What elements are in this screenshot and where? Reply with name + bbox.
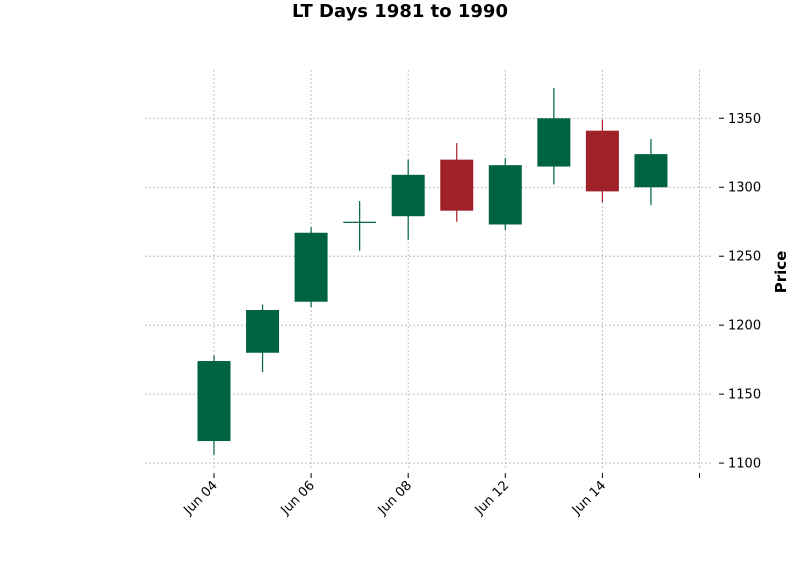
- candle: [294, 227, 328, 308]
- candle-body: [488, 165, 522, 225]
- candle-body: [537, 118, 571, 167]
- candle-body: [634, 154, 668, 188]
- y-tick-label: 1350: [728, 112, 761, 127]
- x-tick-label: Jun 12: [472, 478, 512, 518]
- x-tick-label: Jun 06: [278, 478, 318, 518]
- x-tick-label: Jun 14: [569, 478, 609, 518]
- candle-body: [391, 174, 425, 217]
- y-tick-label: 1200: [728, 319, 761, 334]
- chart-title: LT Days 1981 to 1990: [292, 1, 508, 22]
- candle-body: [197, 361, 231, 442]
- x-tick-label: Jun 04: [181, 478, 221, 518]
- candle-body: [585, 130, 619, 192]
- candle: [488, 158, 522, 230]
- candle-body: [294, 232, 328, 302]
- y-axis: 1100 1150 1200 1250 1300 1350: [719, 112, 761, 472]
- y-tick-label: 1150: [728, 388, 761, 403]
- candle: [391, 159, 425, 240]
- candle: [440, 143, 474, 222]
- candle-body: [246, 310, 280, 353]
- candle: [585, 119, 619, 203]
- y-axis-label: Price: [772, 251, 790, 294]
- candle-body: [343, 221, 377, 223]
- x-axis: Jun 04 Jun 06 Jun 08 Jun 12 Jun 14: [181, 473, 700, 519]
- candle: [246, 304, 280, 373]
- x-tick-label: Jun 08: [375, 478, 415, 518]
- candle: [537, 87, 571, 185]
- grid: [145, 70, 712, 470]
- y-tick-label: 1250: [728, 250, 761, 265]
- y-tick-label: 1100: [728, 457, 761, 472]
- y-tick-label: 1300: [728, 181, 761, 196]
- candle: [634, 138, 668, 206]
- candle: [343, 201, 377, 251]
- candles: [197, 87, 668, 455]
- candle-body: [440, 159, 474, 211]
- candle: [197, 355, 231, 455]
